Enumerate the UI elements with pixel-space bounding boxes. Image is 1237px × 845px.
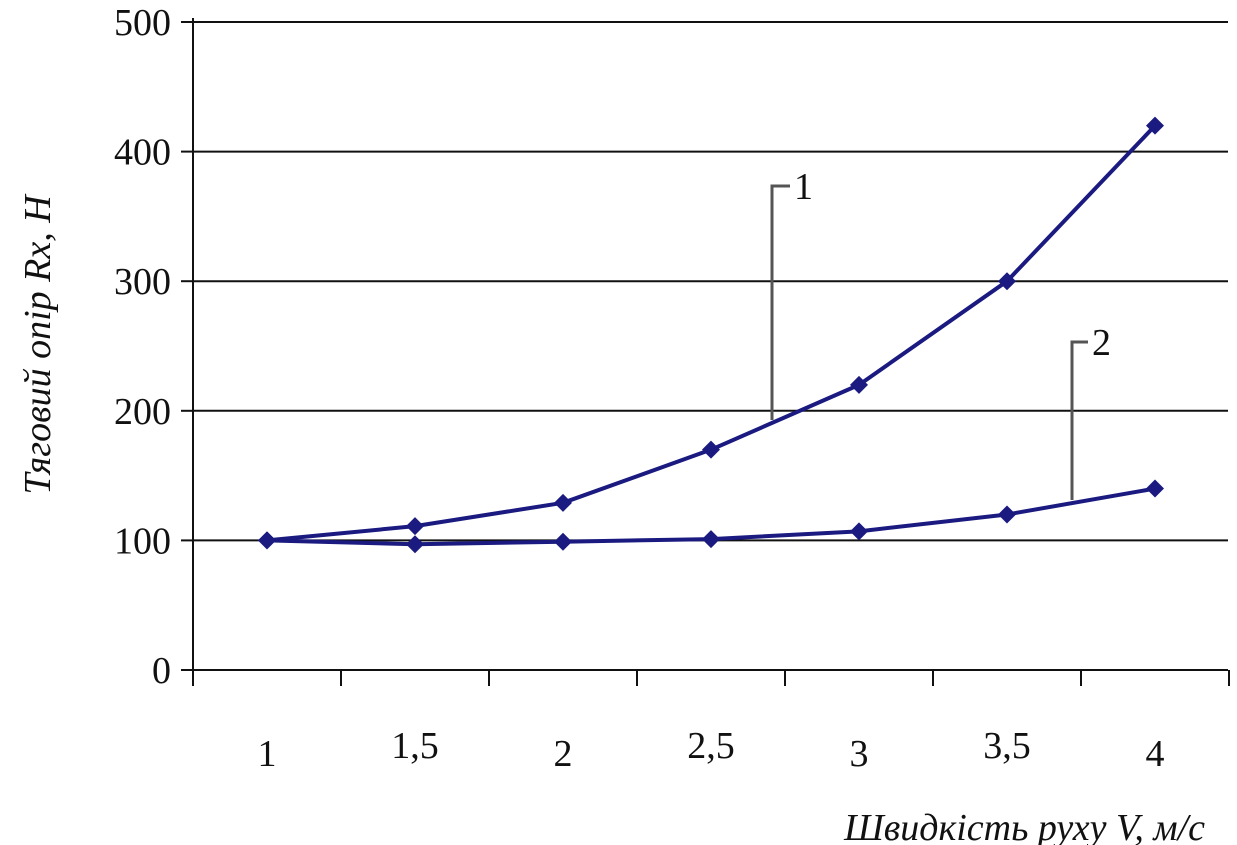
y-tick-label: 100	[114, 520, 171, 562]
series-2-point	[850, 522, 868, 541]
series-1-point	[1146, 116, 1164, 135]
series-1-point	[406, 517, 424, 536]
series-2-point	[998, 505, 1016, 524]
x-tick-labels: 1 1,5 2 2,5 3 3,5 4	[258, 725, 1165, 775]
series-2-point	[554, 532, 572, 551]
x-tick-label: 3	[850, 733, 869, 775]
series-label-1: 1	[794, 166, 813, 208]
y-tick-labels: 0 100 200 300 400 500	[114, 2, 171, 692]
y-axis-title: Тяговий опір Rx, Н	[17, 193, 59, 495]
series-1-point	[702, 440, 720, 459]
series-callouts: 12	[770, 166, 1111, 500]
y-tick-label: 400	[114, 132, 171, 174]
series-2-point	[406, 535, 424, 554]
x-tick-label: 2,5	[687, 725, 735, 767]
axes	[181, 18, 1230, 686]
series-line-1	[266, 124, 1157, 543]
series-2-point	[1146, 479, 1164, 498]
series-1-point	[998, 272, 1016, 291]
callout-leader-1	[770, 184, 790, 420]
series-2-point	[702, 530, 720, 549]
x-tick-label: 2	[554, 733, 573, 775]
series-1-point	[850, 375, 868, 394]
x-tick-label: 1,5	[391, 725, 439, 767]
grid-lines	[193, 21, 1228, 542]
y-tick-label: 300	[114, 261, 171, 303]
x-axis-title: Швидкість руху V, м/с	[843, 807, 1205, 845]
series-2-point	[258, 531, 276, 550]
y-tick-label: 200	[114, 391, 171, 433]
series-group	[258, 116, 1164, 554]
series-label-2: 2	[1092, 322, 1111, 364]
series-1-point	[554, 493, 572, 512]
y-tick-label: 500	[114, 2, 171, 44]
x-tick-label: 3,5	[983, 725, 1031, 767]
x-tick-label: 4	[1146, 733, 1165, 775]
x-tick-label: 1	[258, 733, 277, 775]
callout-leader-2	[1070, 340, 1088, 500]
y-tick-label: 0	[152, 650, 171, 692]
